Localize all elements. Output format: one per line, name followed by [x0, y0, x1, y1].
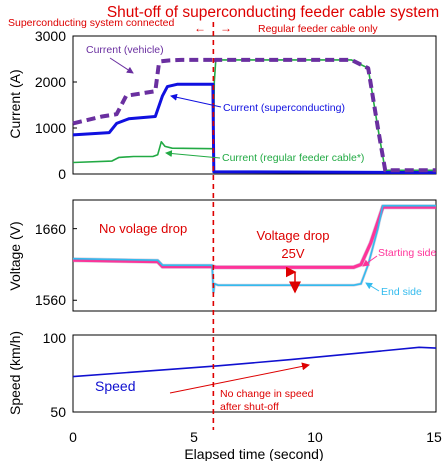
voltage-tick-label: 1660	[35, 221, 66, 237]
speed-tick-label: 50	[50, 404, 66, 420]
speed-note-line2: after shut-off	[220, 401, 279, 413]
current-superconducting-arrow	[170, 93, 222, 108]
voltage-axis-label: Voltage (V)	[7, 221, 23, 290]
current-vehicle-label: Current (vehicle)	[86, 44, 164, 56]
voltage-tick-label: 1560	[35, 292, 66, 308]
phase-right-arrow: →	[220, 21, 232, 35]
phase-left-arrow: ←	[194, 21, 206, 35]
speed-tick-label: 100	[43, 330, 67, 346]
current-regular-label: Current (regular feeder cable*)	[222, 152, 364, 164]
speed-note-line1: No change in speed	[220, 388, 314, 400]
starting-side-label: Starting side	[378, 247, 437, 259]
phase-left-label: Superconducting system connected	[8, 17, 175, 29]
phase-right-label: Regular feeder cable only	[258, 23, 378, 35]
speed-label: Speed	[95, 378, 135, 394]
current-tick-label: 3000	[35, 28, 66, 44]
speed-axis-label: Speed (km/h)	[7, 331, 23, 415]
current-panel-frame	[72, 35, 437, 175]
voltage-panel-frame	[72, 199, 437, 312]
series-line-end-side	[72, 204, 436, 294]
x-tick-label: 5	[190, 429, 198, 445]
speed-note-arrow	[169, 362, 310, 394]
series-line-speed	[72, 346, 437, 378]
no-voltage-drop-label: No volage drop	[99, 221, 187, 236]
current-tick-label: 0	[58, 166, 66, 182]
speed-panel-frame	[72, 334, 437, 413]
x-tick-label: 0	[69, 429, 77, 445]
x-tick-label: 15	[426, 429, 442, 445]
voltage-drop-value: 25V	[281, 246, 304, 261]
current-tick-label: 2000	[35, 74, 66, 90]
current-vehicle-arrow	[109, 57, 134, 74]
voltage-drop-title: Voltage drop	[256, 228, 329, 243]
x-tick-label: 10	[307, 429, 323, 445]
end-side-arrow	[365, 282, 380, 292]
series-line-starting-side	[72, 205, 436, 269]
current-superconducting-label: Current (superconducting)	[223, 102, 345, 114]
x-axis-label: Elapsed time (second)	[184, 446, 323, 461]
current-regular-arrow	[165, 150, 221, 159]
end-side-label: End side	[381, 286, 422, 298]
figure-title: Shut-off of superconducting feeder cable…	[107, 4, 439, 21]
starting-side-arrow	[362, 255, 378, 267]
series-line-current-vehicle	[72, 57, 436, 173]
current-tick-label: 1000	[35, 120, 66, 136]
current-axis-label: Current (A)	[7, 69, 23, 138]
